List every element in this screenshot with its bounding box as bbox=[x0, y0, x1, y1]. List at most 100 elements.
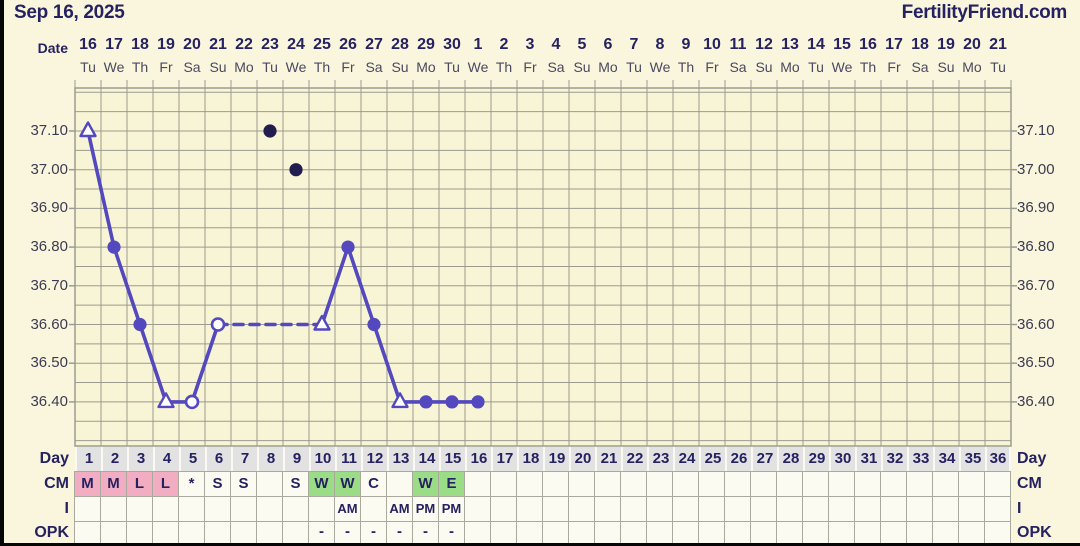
opk-cell-day-20[interactable] bbox=[569, 522, 595, 543]
opk-cell-day-10[interactable]: - bbox=[309, 522, 335, 543]
opk-cell-day-18[interactable] bbox=[517, 522, 543, 543]
intercourse-cell-day-23[interactable] bbox=[647, 497, 673, 521]
cm-cell-day-1[interactable]: M bbox=[75, 472, 101, 496]
cm-cell-day-23[interactable] bbox=[647, 472, 673, 496]
temp-point-day-6[interactable] bbox=[210, 317, 226, 332]
day-cell-day-12[interactable]: 12 bbox=[361, 447, 387, 471]
intercourse-cell-day-35[interactable] bbox=[959, 497, 985, 521]
day-cell-day-10[interactable]: 10 bbox=[309, 447, 335, 471]
opk-cell-day-19[interactable] bbox=[543, 522, 569, 543]
intercourse-cell-day-33[interactable] bbox=[907, 497, 933, 521]
opk-cell-day-4[interactable] bbox=[153, 522, 179, 543]
opk-cell-day-8[interactable] bbox=[257, 522, 283, 543]
intercourse-cell-day-8[interactable] bbox=[257, 497, 283, 521]
cm-cell-day-26[interactable] bbox=[725, 472, 751, 496]
temp-point-day-3[interactable] bbox=[133, 317, 147, 332]
day-cell-day-33[interactable]: 33 bbox=[907, 447, 933, 471]
intercourse-cell-day-4[interactable] bbox=[153, 497, 179, 521]
day-cell-day-24[interactable]: 24 bbox=[673, 447, 699, 471]
day-cell-day-19[interactable]: 19 bbox=[543, 447, 569, 471]
temp-point-day-4[interactable] bbox=[157, 392, 175, 409]
intercourse-cell-day-7[interactable] bbox=[231, 497, 257, 521]
opk-cell-day-31[interactable] bbox=[855, 522, 881, 543]
detached-temp-day-9[interactable] bbox=[289, 163, 303, 177]
intercourse-cell-day-5[interactable] bbox=[179, 497, 205, 521]
opk-cell-day-28[interactable] bbox=[777, 522, 803, 543]
cm-cell-day-36[interactable] bbox=[985, 472, 1011, 496]
day-cell-day-2[interactable]: 2 bbox=[101, 447, 127, 471]
day-cell-day-29[interactable]: 29 bbox=[803, 447, 829, 471]
day-cell-day-3[interactable]: 3 bbox=[127, 447, 153, 471]
temp-point-day-16[interactable] bbox=[471, 395, 485, 409]
day-cell-day-17[interactable]: 17 bbox=[491, 447, 517, 471]
day-cell-day-8[interactable]: 8 bbox=[257, 447, 283, 471]
opk-cell-day-3[interactable] bbox=[127, 522, 153, 543]
intercourse-cell-day-28[interactable] bbox=[777, 497, 803, 521]
intercourse-cell-day-26[interactable] bbox=[725, 497, 751, 521]
day-cell-day-4[interactable]: 4 bbox=[153, 447, 179, 471]
cm-cell-day-5[interactable]: * bbox=[179, 472, 205, 496]
opk-cell-day-5[interactable] bbox=[179, 522, 205, 543]
intercourse-cell-day-24[interactable] bbox=[673, 497, 699, 521]
cm-cell-day-24[interactable] bbox=[673, 472, 699, 496]
day-cell-day-32[interactable]: 32 bbox=[881, 447, 907, 471]
detached-temp-day-8[interactable] bbox=[263, 124, 277, 138]
intercourse-cell-day-17[interactable] bbox=[491, 497, 517, 521]
day-cell-day-13[interactable]: 13 bbox=[387, 447, 413, 471]
opk-cell-day-13[interactable]: - bbox=[387, 522, 413, 543]
cm-cell-day-12[interactable]: C bbox=[361, 472, 387, 496]
cm-cell-day-25[interactable] bbox=[699, 472, 725, 496]
intercourse-cell-day-10[interactable] bbox=[309, 497, 335, 521]
day-cell-day-15[interactable]: 15 bbox=[439, 447, 465, 471]
day-cell-day-18[interactable]: 18 bbox=[517, 447, 543, 471]
cm-cell-day-20[interactable] bbox=[569, 472, 595, 496]
cm-cell-day-11[interactable]: W bbox=[335, 472, 361, 496]
day-cell-day-27[interactable]: 27 bbox=[751, 447, 777, 471]
temp-point-day-13[interactable] bbox=[391, 392, 409, 409]
intercourse-cell-day-1[interactable] bbox=[75, 497, 101, 521]
opk-cell-day-6[interactable] bbox=[205, 522, 231, 543]
day-cell-day-14[interactable]: 14 bbox=[413, 447, 439, 471]
temp-point-day-1[interactable] bbox=[79, 121, 97, 138]
intercourse-cell-day-30[interactable] bbox=[829, 497, 855, 521]
cm-cell-day-7[interactable]: S bbox=[231, 472, 257, 496]
intercourse-cell-day-29[interactable] bbox=[803, 497, 829, 521]
opk-cell-day-9[interactable] bbox=[283, 522, 309, 543]
cm-cell-day-6[interactable]: S bbox=[205, 472, 231, 496]
temp-point-day-12[interactable] bbox=[367, 317, 381, 332]
cm-cell-day-19[interactable] bbox=[543, 472, 569, 496]
opk-cell-day-1[interactable] bbox=[75, 522, 101, 543]
day-cell-day-28[interactable]: 28 bbox=[777, 447, 803, 471]
opk-cell-day-17[interactable] bbox=[491, 522, 517, 543]
temp-point-day-11[interactable] bbox=[341, 240, 355, 254]
cm-cell-day-15[interactable]: E bbox=[439, 472, 465, 496]
fertilityfriend-brand-link[interactable]: FertilityFriend.com bbox=[901, 2, 1068, 23]
opk-cell-day-16[interactable] bbox=[465, 522, 491, 543]
intercourse-cell-day-20[interactable] bbox=[569, 497, 595, 521]
opk-cell-day-29[interactable] bbox=[803, 522, 829, 543]
cm-cell-day-34[interactable] bbox=[933, 472, 959, 496]
opk-cell-day-2[interactable] bbox=[101, 522, 127, 543]
opk-cell-day-36[interactable] bbox=[985, 522, 1011, 543]
day-cell-day-11[interactable]: 11 bbox=[335, 447, 361, 471]
intercourse-cell-day-18[interactable] bbox=[517, 497, 543, 521]
opk-cell-day-7[interactable] bbox=[231, 522, 257, 543]
opk-cell-day-27[interactable] bbox=[751, 522, 777, 543]
intercourse-cell-day-21[interactable] bbox=[595, 497, 621, 521]
day-cell-day-6[interactable]: 6 bbox=[205, 447, 231, 471]
day-cell-day-34[interactable]: 34 bbox=[933, 447, 959, 471]
cm-cell-day-4[interactable]: L bbox=[153, 472, 179, 496]
day-cell-day-22[interactable]: 22 bbox=[621, 447, 647, 471]
intercourse-cell-day-2[interactable] bbox=[101, 497, 127, 521]
opk-cell-day-21[interactable] bbox=[595, 522, 621, 543]
day-cell-day-20[interactable]: 20 bbox=[569, 447, 595, 471]
day-cell-day-7[interactable]: 7 bbox=[231, 447, 257, 471]
day-cell-day-30[interactable]: 30 bbox=[829, 447, 855, 471]
opk-cell-day-35[interactable] bbox=[959, 522, 985, 543]
cm-cell-day-9[interactable]: S bbox=[283, 472, 309, 496]
opk-cell-day-11[interactable]: - bbox=[335, 522, 361, 543]
intercourse-cell-day-32[interactable] bbox=[881, 497, 907, 521]
intercourse-cell-day-3[interactable] bbox=[127, 497, 153, 521]
temp-point-day-2[interactable] bbox=[107, 240, 121, 254]
intercourse-cell-day-12[interactable] bbox=[361, 497, 387, 521]
